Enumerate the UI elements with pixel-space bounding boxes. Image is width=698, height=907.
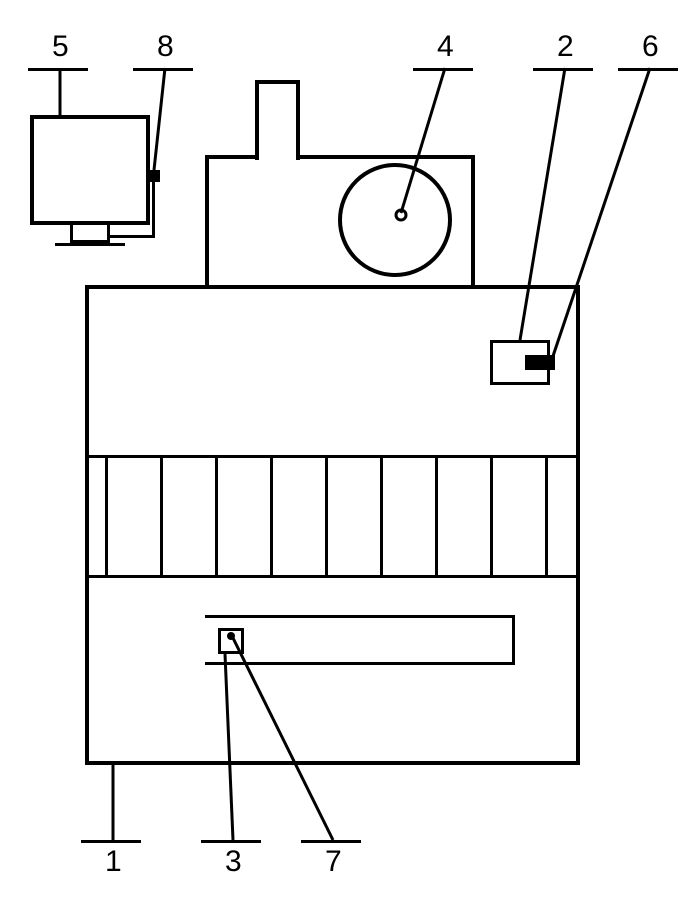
leader-lines — [0, 0, 698, 907]
